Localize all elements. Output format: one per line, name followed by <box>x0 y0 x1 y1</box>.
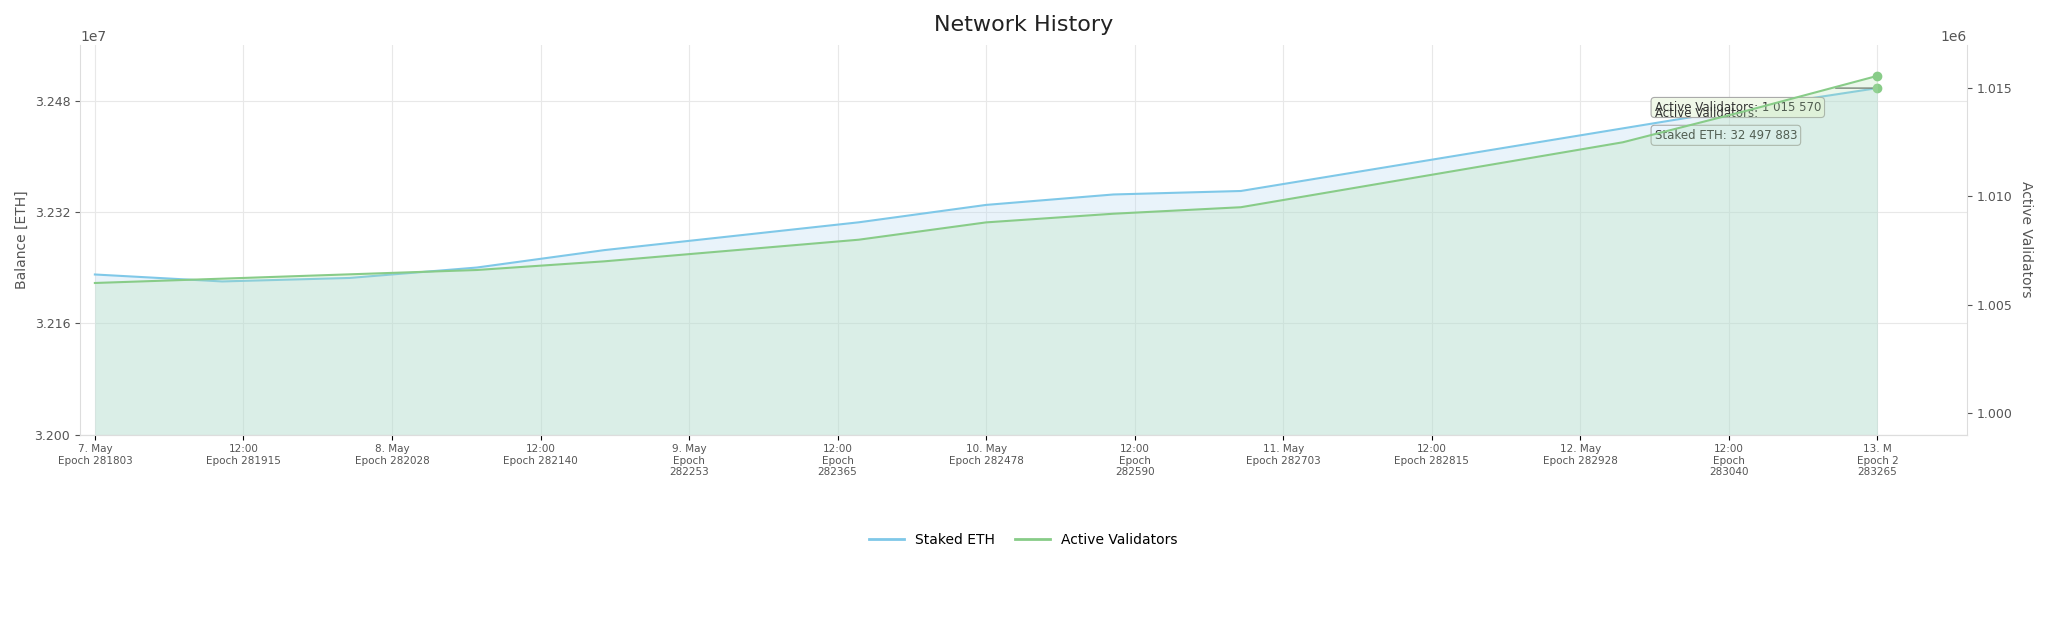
Active Validators <box>338 270 362 278</box>
Staked ETH <box>719 233 743 240</box>
Active Validators <box>1229 203 1253 211</box>
Active Validators <box>211 275 236 282</box>
Staked ETH <box>338 274 362 282</box>
Staked ETH <box>82 270 106 278</box>
Active Validators <box>1610 138 1634 146</box>
Staked ETH <box>465 264 489 271</box>
Y-axis label: Balance [ETH]: Balance [ETH] <box>14 191 29 289</box>
Active Validators <box>592 257 616 265</box>
Text: Staked ETH: 32 497 883: Staked ETH: 32 497 883 <box>1655 129 1798 142</box>
Active Validators <box>1102 210 1126 218</box>
Staked ETH <box>1483 145 1507 153</box>
Staked ETH <box>1229 187 1253 195</box>
Active Validators <box>82 279 106 287</box>
Line: Staked ETH: Staked ETH <box>94 88 1878 281</box>
Staked ETH <box>211 277 236 285</box>
Active Validators <box>465 266 489 274</box>
Line: Active Validators: Active Validators <box>94 76 1878 283</box>
Staked ETH <box>1102 191 1126 198</box>
Staked ETH <box>1739 104 1763 111</box>
Text: Active Validators: 1 015 570: Active Validators: 1 015 570 <box>1655 101 1821 114</box>
Staked ETH <box>1356 166 1380 174</box>
Staked ETH <box>846 218 870 226</box>
Legend: Staked ETH, Active Validators: Staked ETH, Active Validators <box>864 527 1184 552</box>
Staked ETH <box>1866 84 1890 92</box>
Active Validators <box>1739 106 1763 114</box>
Active Validators <box>1866 72 1890 80</box>
Active Validators <box>975 219 999 226</box>
Staked ETH <box>592 247 616 254</box>
Active Validators <box>1356 182 1380 189</box>
Active Validators <box>846 236 870 243</box>
Title: Network History: Network History <box>934 15 1112 35</box>
Staked ETH <box>1610 125 1634 132</box>
Y-axis label: Active Validators: Active Validators <box>2019 181 2034 298</box>
Active Validators <box>719 247 743 254</box>
Text: Active Validators:: Active Validators: <box>1655 106 1761 120</box>
Staked ETH <box>975 201 999 209</box>
Active Validators <box>1483 160 1507 168</box>
